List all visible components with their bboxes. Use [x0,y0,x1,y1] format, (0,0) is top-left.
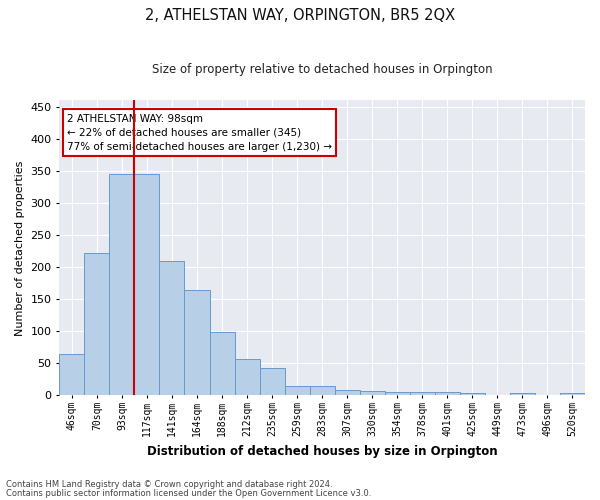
Bar [160,260,184,396]
Bar [510,394,535,396]
Bar [360,391,385,396]
Bar [410,392,435,396]
Bar [560,394,585,396]
Title: Size of property relative to detached houses in Orpington: Size of property relative to detached ho… [152,62,493,76]
Bar [310,386,335,396]
Bar [184,290,209,396]
Bar [134,174,160,396]
Bar [209,332,235,396]
Text: 2, ATHELSTAN WAY, ORPINGTON, BR5 2QX: 2, ATHELSTAN WAY, ORPINGTON, BR5 2QX [145,8,455,22]
Bar [85,253,109,396]
Bar [460,394,485,396]
Text: Contains HM Land Registry data © Crown copyright and database right 2024.: Contains HM Land Registry data © Crown c… [6,480,332,489]
Bar [260,368,284,396]
Bar [335,390,360,396]
Bar [59,354,85,396]
X-axis label: Distribution of detached houses by size in Orpington: Distribution of detached houses by size … [147,444,497,458]
Y-axis label: Number of detached properties: Number of detached properties [15,160,25,336]
Bar [235,360,260,396]
Bar [385,392,410,396]
Text: 2 ATHELSTAN WAY: 98sqm
← 22% of detached houses are smaller (345)
77% of semi-de: 2 ATHELSTAN WAY: 98sqm ← 22% of detached… [67,114,332,152]
Bar [284,386,310,396]
Text: Contains public sector information licensed under the Open Government Licence v3: Contains public sector information licen… [6,488,371,498]
Bar [109,174,134,396]
Bar [435,392,460,396]
